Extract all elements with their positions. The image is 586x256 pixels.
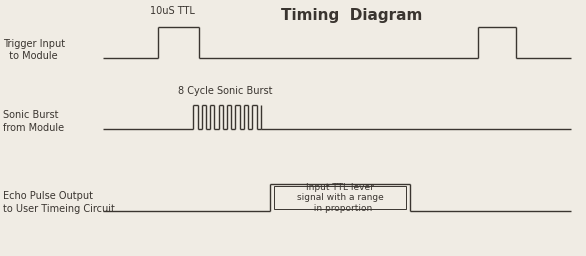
Text: 8 Cycle Sonic Burst: 8 Cycle Sonic Burst xyxy=(178,86,273,96)
Text: from Module: from Module xyxy=(3,123,64,133)
Text: Sonic Burst: Sonic Burst xyxy=(3,110,59,120)
Text: Trigger Input: Trigger Input xyxy=(3,38,65,49)
Text: to User Timeing Circuit: to User Timeing Circuit xyxy=(3,204,115,214)
Text: 10uS TTL: 10uS TTL xyxy=(151,6,195,16)
FancyBboxPatch shape xyxy=(274,186,406,209)
Text: Input TTL lever
signal with a range
  in proportion: Input TTL lever signal with a range in p… xyxy=(297,183,383,213)
Text: Echo Pulse Output: Echo Pulse Output xyxy=(3,191,93,201)
Text: to Module: to Module xyxy=(3,51,57,61)
Text: Timing  Diagram: Timing Diagram xyxy=(281,8,423,23)
